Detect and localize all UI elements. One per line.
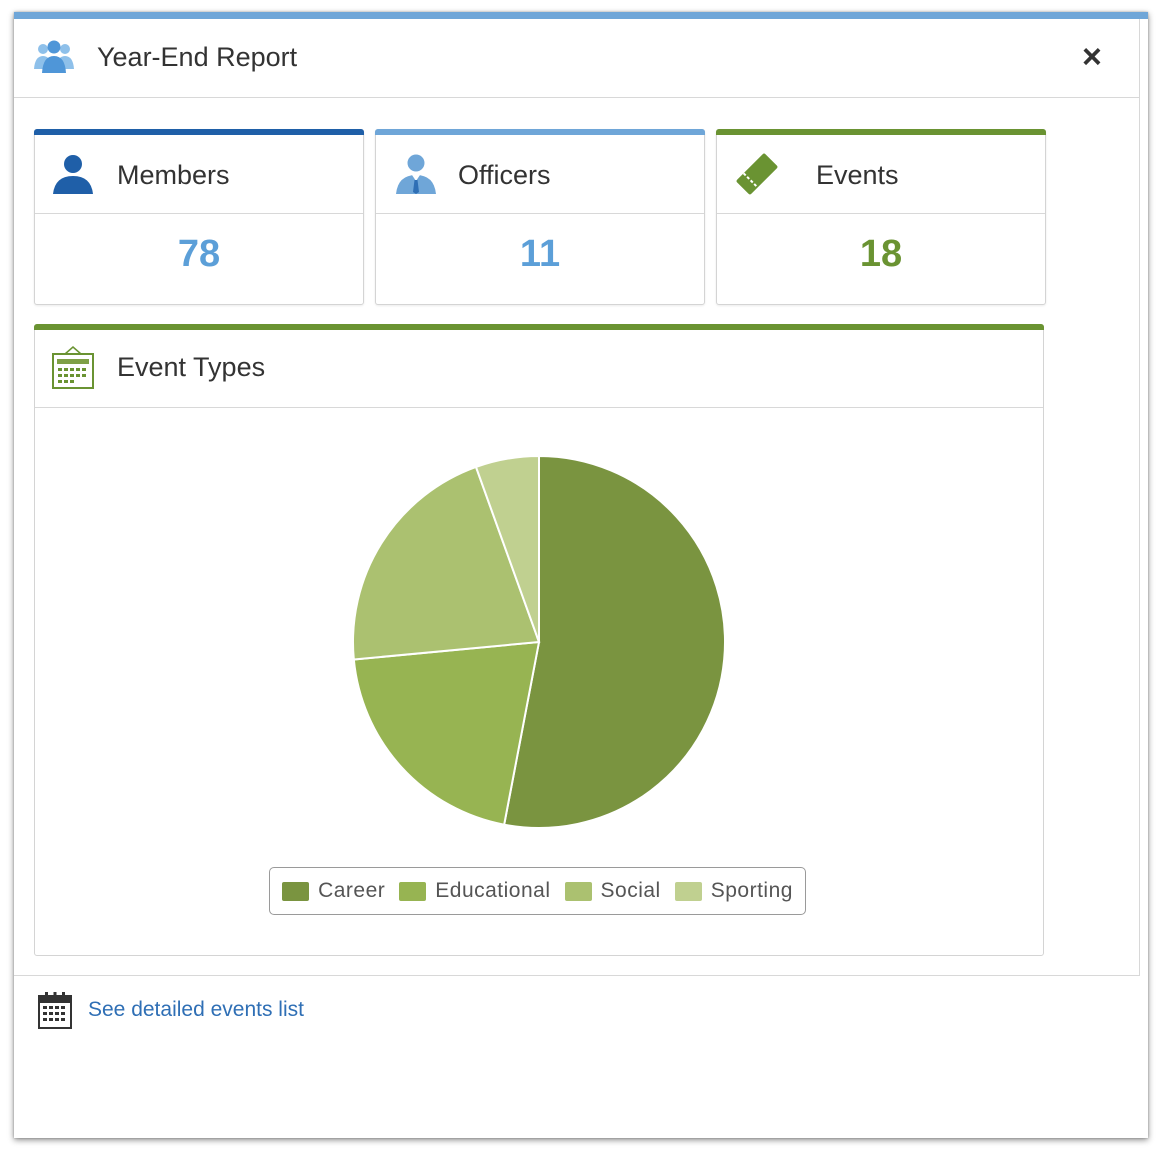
events-card-bar — [716, 129, 1046, 135]
chart-legend: Career Educational Social Sporting — [269, 867, 806, 915]
officers-card-header: Officers — [376, 135, 704, 214]
members-label: Members — [117, 160, 230, 190]
legend-swatch-sporting — [674, 881, 702, 901]
person-icon — [53, 155, 93, 194]
legend-item-social[interactable]: Social — [564, 879, 661, 903]
legend-swatch-social — [564, 881, 592, 901]
group-icon — [34, 40, 74, 73]
legend-swatch-career — [282, 881, 310, 901]
event-types-pie-chart — [352, 454, 727, 829]
legend-item-sporting[interactable]: Sporting — [674, 879, 793, 903]
officers-card: Officers 11 — [375, 129, 705, 305]
pie-slice-career[interactable] — [502, 454, 727, 829]
dialog-header: Year-End Report × — [14, 19, 1140, 98]
detailed-events-link-text: See detailed events list — [88, 998, 304, 1021]
officer-icon — [396, 154, 436, 194]
members-card-bar — [34, 129, 364, 135]
legend-label-educational: Educational — [435, 879, 551, 902]
legend-swatch-educational — [399, 881, 427, 901]
event-types-panel: Event Types Career Educational Social — [34, 324, 1044, 956]
close-icon[interactable]: × — [1082, 38, 1102, 76]
events-card-header: Events — [717, 135, 1045, 214]
calendar-icon — [38, 992, 72, 1029]
members-count: 78 — [177, 233, 221, 275]
event-types-bar — [34, 324, 1044, 330]
calendar-board-icon — [52, 346, 94, 389]
ticket-icon — [736, 153, 778, 195]
members-card: Members 78 — [34, 129, 364, 305]
events-count: 18 — [859, 233, 903, 275]
legend-item-educational[interactable]: Educational — [399, 879, 550, 903]
legend-label-social: Social — [600, 879, 661, 902]
legend-label-sporting: Sporting — [710, 879, 793, 902]
legend-label-career: Career — [318, 879, 386, 902]
officers-count: 11 — [519, 233, 561, 275]
year-end-report-dialog: Year-End Report × Members 78 — [14, 12, 1148, 1138]
officers-label: Officers — [458, 160, 551, 190]
dialog-content: Members 78 Officers 11 — [14, 98, 1140, 976]
pie-slice-sporting[interactable] — [474, 454, 540, 643]
members-card-header: Members — [35, 135, 363, 214]
officers-card-bar — [375, 129, 705, 135]
event-types-title: Event Types — [117, 352, 266, 382]
events-card: Events 18 — [716, 129, 1046, 305]
detailed-events-link[interactable]: See detailed events list — [38, 991, 304, 1029]
events-label: Events — [816, 160, 899, 190]
pie-slice-educational[interactable] — [352, 640, 541, 826]
legend-item-career[interactable]: Career — [282, 879, 385, 903]
dialog-title: Year-End Report — [97, 42, 298, 72]
event-types-header: Event Types — [35, 330, 1043, 408]
pie-chart-area — [35, 407, 1043, 847]
